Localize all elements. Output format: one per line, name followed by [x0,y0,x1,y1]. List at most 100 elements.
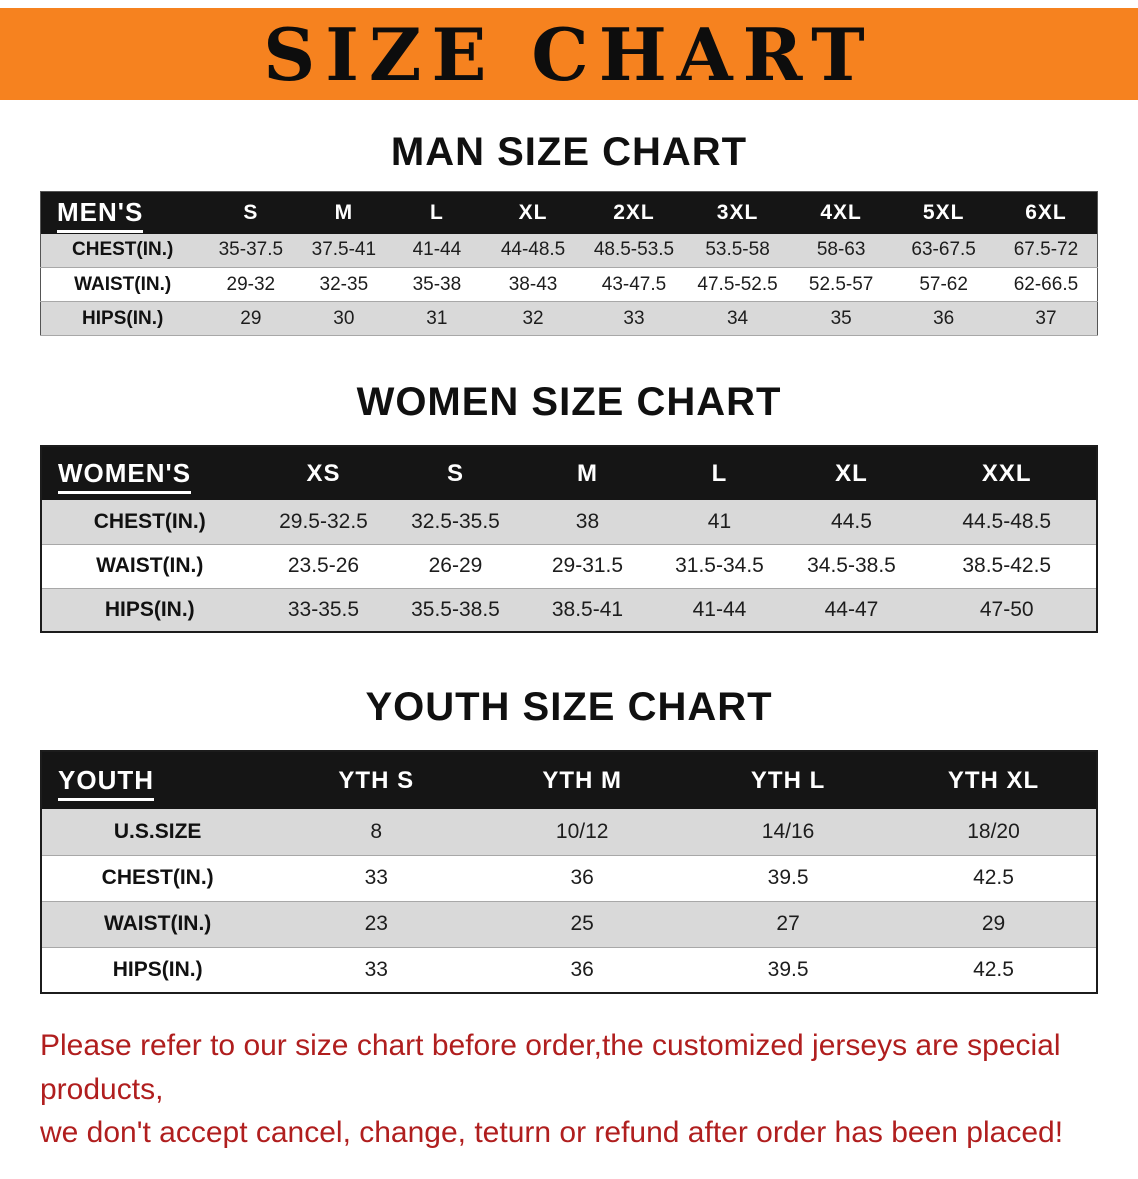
size-value-cell: 36 [570,866,594,889]
size-value-cell: 53.5-58 [705,239,770,261]
size-value-cell: 38 [575,509,600,533]
size-value-cell: 41 [707,509,732,533]
size-value-cell: 23 [364,912,388,935]
size-value-cell: 42.5 [973,957,1014,981]
size-value-cell: 35 [830,307,852,329]
size-value-cell: 27 [776,912,800,935]
size-column-header: YTH S [338,766,415,794]
size-value-cell: 34.5-38.5 [807,554,896,577]
size-column-header: S [446,459,464,487]
size-column-header: 3XL [716,200,759,224]
size-column-header: L [711,459,728,487]
table-row: HIPS(IN.) 33 36 39.5 42.5 [41,947,1097,993]
size-column-header: YTH XL [947,766,1040,794]
size-value-cell: 29-31.5 [551,554,624,577]
size-value-cell: 37 [1035,307,1057,329]
size-value-cell: 39.5 [767,957,809,981]
row-label: WAIST(IN.) [103,912,212,935]
men-table-title: MEN'S [57,197,144,234]
size-value-cell: 14/16 [761,819,815,843]
youth-table-header-row: YOUTH YTH S YTH M YTH L YTH XL [41,751,1097,809]
row-label: WAIST(IN.) [74,273,172,295]
size-value-cell: 33 [364,957,388,981]
size-value-cell: 36 [570,957,594,981]
youth-size-table: YOUTH YTH S YTH M YTH L YTH XL U.S.SIZE … [40,750,1098,994]
size-value-cell: 36 [933,307,955,329]
women-table-title-cell: WOMEN'S [41,446,257,500]
size-value-cell: 29 [981,912,1006,935]
size-value-cell: 44-47 [824,597,879,621]
size-value-cell: 26-29 [428,554,483,577]
men-section-heading: MAN SIZE CHART [390,130,748,174]
size-value-cell: 44.5-48.5 [962,509,1052,533]
size-value-cell: 33 [623,307,645,329]
size-column-header: XXL [981,459,1032,487]
size-value-cell: 29 [240,307,262,329]
size-value-cell: 39.5 [767,866,809,889]
size-value-cell: 44.5 [831,509,872,533]
size-value-cell: 35.5-38.5 [411,597,500,621]
size-value-cell: 47.5-52.5 [697,273,778,295]
size-value-cell: 31 [426,307,448,329]
size-value-cell: 47-50 [979,597,1034,621]
size-value-cell: 29-32 [226,273,276,295]
size-value-cell: 25 [570,912,594,935]
size-column-header: XS [306,459,341,487]
size-value-cell: 62-66.5 [1013,273,1079,295]
size-value-cell: 67.5-72 [1013,239,1079,261]
size-column-header: L [429,200,444,224]
size-value-cell: 35-37.5 [218,239,284,261]
size-value-cell: 33 [364,866,388,889]
size-value-cell: 37.5-41 [311,239,377,261]
size-value-cell: 23.5-26 [287,554,360,577]
size-value-cell: 42.5 [973,866,1014,889]
size-value-cell: 48.5-53.5 [593,239,675,261]
size-value-cell: 30 [333,307,355,329]
youth-table-title-cell: YOUTH [41,751,273,809]
table-row: CHEST(IN.) 35-37.5 37.5-41 41-44 44-48.5… [40,233,1098,268]
row-label: HIPS(IN.) [82,307,164,329]
size-value-cell: 41-44 [692,597,747,621]
table-row: HIPS(IN.) 33-35.5 35.5-38.5 38.5-41 41-4… [41,588,1097,632]
size-value-cell: 43-47.5 [601,273,667,295]
men-table-header-row: MEN'S S M L XL 2XL 3XL 4XL 5XL 6XL [40,191,1098,234]
row-label: WAIST(IN.) [96,554,204,577]
size-column-header: S [243,200,259,224]
table-row: U.S.SIZE 8 10/12 14/16 18/20 [41,809,1097,855]
women-table-header-row: WOMEN'S XS S M L XL XXL [41,446,1097,500]
table-row: HIPS(IN.) 29 30 31 32 33 34 35 36 37 [40,301,1098,336]
table-row: WAIST(IN.) 23.5-26 26-29 29-31.5 31.5-34… [41,544,1097,588]
size-column-header: XL [518,200,548,224]
disclaimer-line-2: we don't accept cancel, change, teturn o… [40,1116,1064,1149]
youth-table-title: YOUTH [58,765,154,801]
men-section: MAN SIZE CHART MEN'S S M L XL 2XL 3XL 4X… [0,130,1138,336]
men-table-title-cell: MEN'S [41,192,205,234]
women-section: WOMEN SIZE CHART WOMEN'S XS S M L XL XXL [0,380,1138,633]
size-column-header: M [334,200,354,224]
men-size-table: MEN'S S M L XL 2XL 3XL 4XL 5XL 6XL CHEST… [40,191,1098,336]
size-value-cell: 38.5-42.5 [962,554,1052,577]
table-row: CHEST(IN.) 29.5-32.5 32.5-35.5 38 41 44.… [41,500,1097,544]
size-value-cell: 41-44 [412,239,462,261]
size-column-header: 5XL [922,200,965,224]
size-column-header: YTH L [750,766,826,794]
size-column-header: M [576,459,598,487]
size-column-header: XL [835,459,868,487]
youth-section-heading: YOUTH SIZE CHART [365,685,773,729]
women-table-title: WOMEN'S [58,458,192,494]
size-value-cell: 58-63 [816,239,866,261]
row-label: CHEST(IN.) [72,239,174,261]
table-row: CHEST(IN.) 33 36 39.5 42.5 [41,855,1097,901]
size-value-cell: 32-35 [319,273,369,295]
row-label: HIPS(IN.) [112,957,203,981]
size-value-cell: 32.5-35.5 [411,509,500,533]
size-column-header: 2XL [613,200,655,224]
table-row: WAIST(IN.) 29-32 32-35 35-38 38-43 43-47… [40,267,1098,302]
size-value-cell: 8 [370,819,383,843]
size-column-header: 6XL [1025,200,1067,224]
size-value-cell: 35-38 [412,273,462,295]
row-label: CHEST(IN.) [101,866,214,889]
size-value-cell: 33-35.5 [287,597,360,621]
size-column-header: YTH M [542,766,622,794]
